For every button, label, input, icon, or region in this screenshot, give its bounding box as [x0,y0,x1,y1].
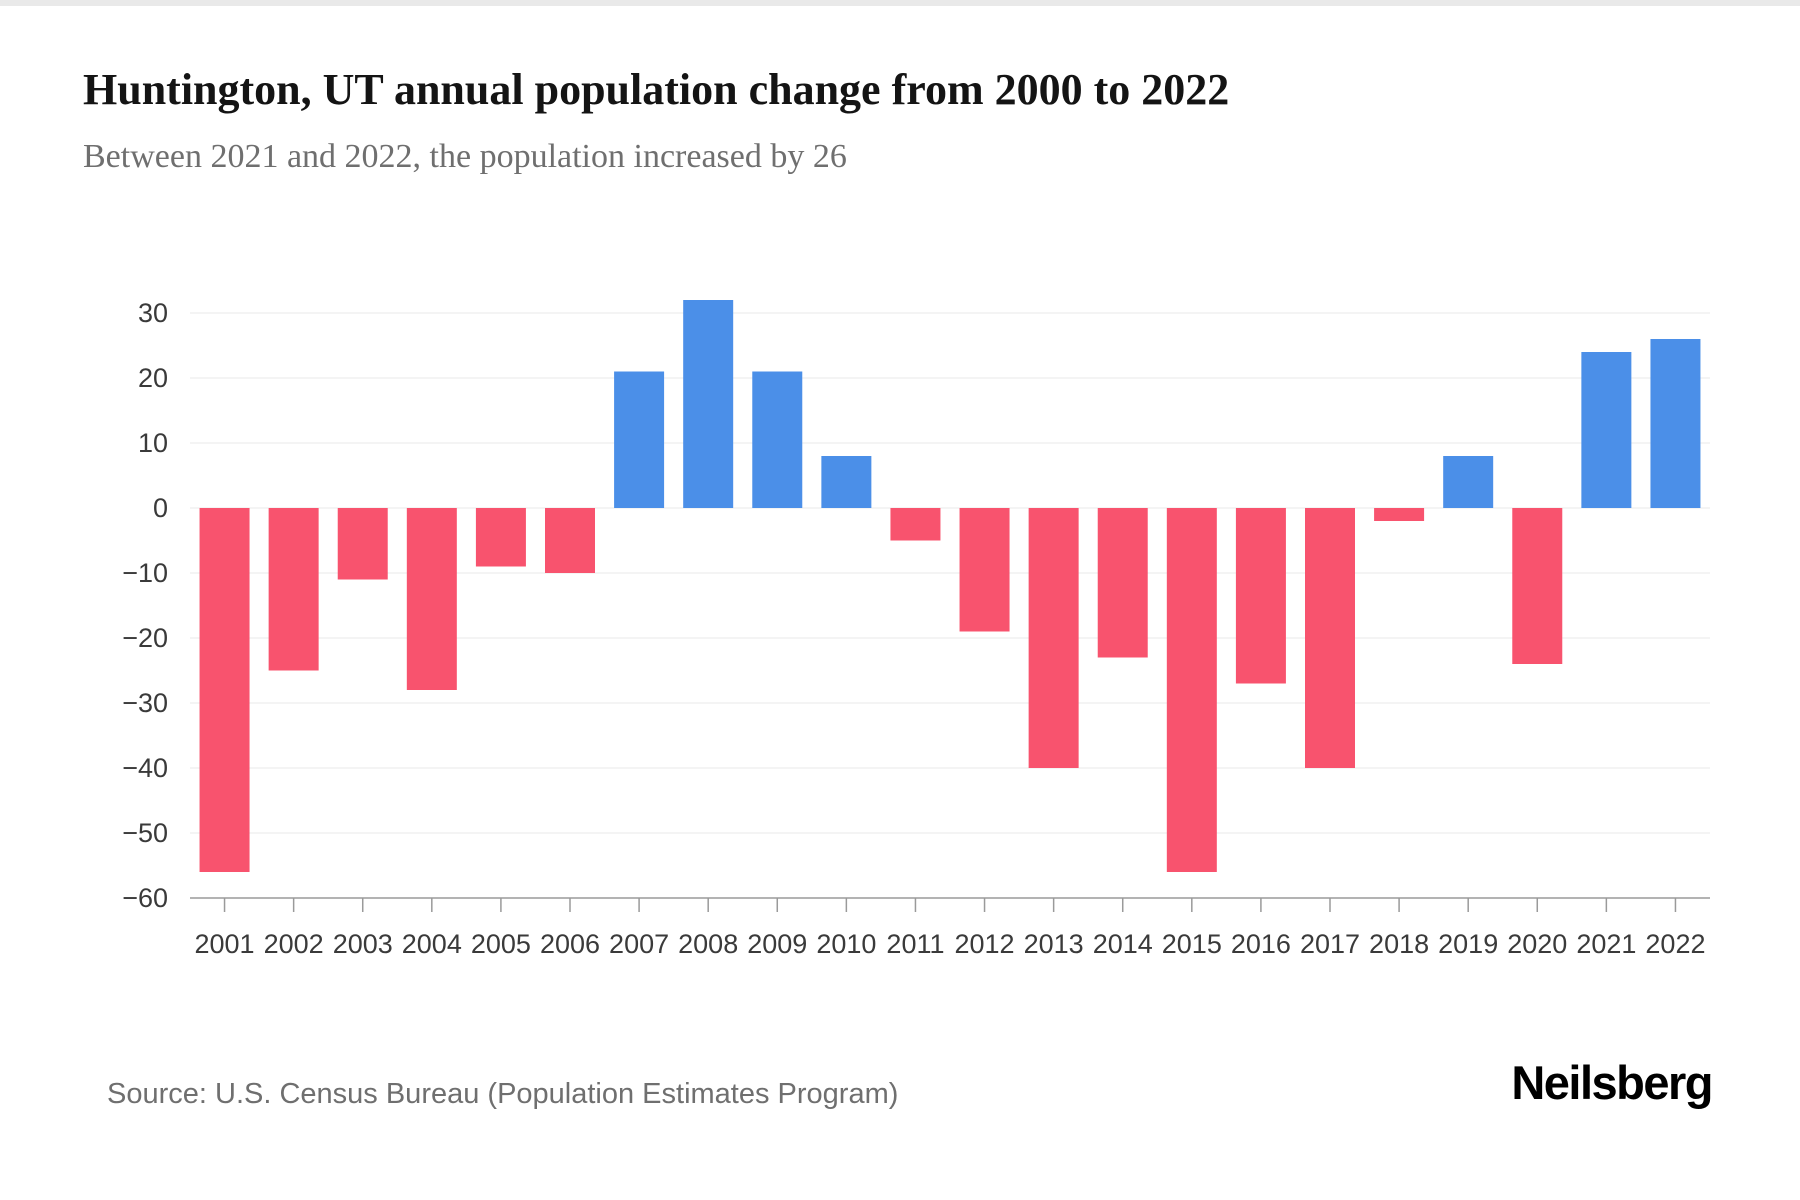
bar-2018[interactable] [1374,508,1425,521]
x-tick-label: 2002 [264,929,324,959]
y-tick-label: −20 [122,623,168,653]
y-tick-label: 10 [138,428,168,458]
x-tick-label: 2022 [1645,929,1705,959]
x-tick-label: 2015 [1162,929,1222,959]
x-tick-label: 2008 [678,929,738,959]
bar-2011[interactable] [890,508,941,541]
bar-2017[interactable] [1305,508,1355,768]
x-tick-label: 2007 [609,929,669,959]
bar-2022[interactable] [1650,339,1701,508]
x-tick-label: 2013 [1024,929,1084,959]
x-tick-label: 2016 [1231,929,1291,959]
bar-2003[interactable] [337,508,388,580]
x-tick-label: 2004 [402,929,462,959]
source-note: Source: U.S. Census Bureau (Population E… [107,1078,899,1110]
x-tick-label: 2006 [540,929,600,959]
bar-2014[interactable] [1097,508,1148,658]
bar-2015[interactable] [1166,508,1217,872]
x-tick-label: 2014 [1093,929,1153,959]
bar-2004[interactable] [406,508,457,690]
y-tick-label: 30 [138,298,168,328]
top-border [0,0,1800,6]
bar-chart: 30 20 10 0 −10 −20 −30 −40 −50 −60 2001 2002 2003 200… [60,278,1740,978]
bar-2021[interactable] [1581,352,1632,508]
x-tick-label: 2020 [1507,929,1567,959]
y-tick-label: −10 [122,558,168,588]
y-tick-label: −60 [122,883,168,913]
x-tick-label: 2010 [816,929,876,959]
bar-2020[interactable] [1512,508,1563,664]
x-tick-label: 2019 [1438,929,1498,959]
y-tick-label: 20 [138,363,168,393]
chart-title: Huntington, UT annual population change … [83,65,1230,114]
y-tick-label: −30 [122,688,168,718]
y-tick-label: 0 [153,493,168,523]
bar-2007[interactable] [614,371,665,509]
x-tick-label: 2001 [195,929,255,959]
bar-2019[interactable] [1443,456,1494,508]
x-tick-label: 2003 [333,929,393,959]
x-tick-label: 2005 [471,929,531,959]
bar-2005[interactable] [475,508,526,567]
x-tick-label: 2021 [1576,929,1636,959]
bar-2009[interactable] [752,371,803,509]
bar-2012[interactable] [959,508,1010,632]
y-tick-label: −40 [122,753,168,783]
chart-subtitle: Between 2021 and 2022, the population in… [83,138,847,175]
bar-2016[interactable] [1235,508,1286,684]
y-tick-label: −50 [122,818,168,848]
brand-logo: Neilsberg [1511,1056,1713,1109]
bar-2013[interactable] [1028,508,1079,768]
bar-2010[interactable] [821,456,872,508]
x-tick-label: 2009 [747,929,807,959]
x-tick-label: 2018 [1369,929,1429,959]
x-tick-label: 2012 [955,929,1015,959]
x-tick-label: 2017 [1300,929,1360,959]
bar-2008[interactable] [683,300,734,508]
x-tick-label: 2011 [886,929,944,959]
bar-2006[interactable] [545,508,595,573]
bar-2001[interactable] [199,508,250,872]
bar-2002[interactable] [268,508,319,671]
